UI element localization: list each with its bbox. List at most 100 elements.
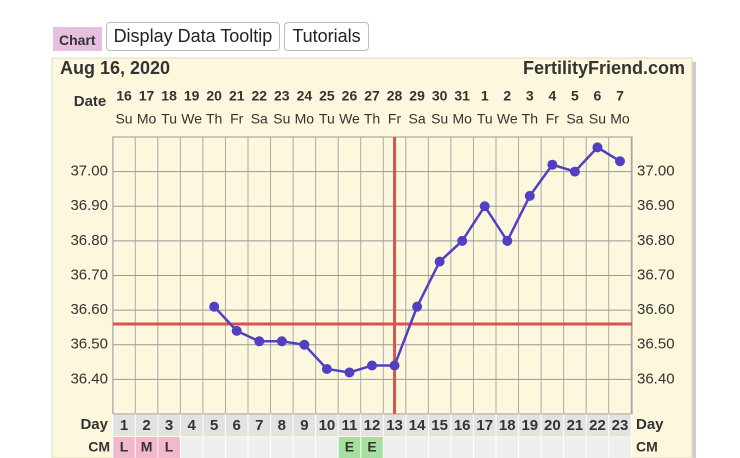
date-label: 31: [454, 88, 470, 104]
chart-badge: Chart: [53, 27, 102, 51]
weekday-label: Th: [364, 111, 380, 127]
day-cell: [316, 415, 338, 436]
date-label: 2: [503, 88, 511, 104]
weekday-label: Fr: [546, 111, 560, 127]
day-cell: [158, 415, 180, 436]
temperature-point: [389, 360, 400, 371]
cm-cell: [586, 437, 609, 458]
day-cell: [383, 415, 406, 436]
date-label: 17: [139, 88, 155, 104]
date-label: 25: [319, 88, 335, 104]
day-cell: [586, 415, 609, 436]
day-number: 1: [120, 417, 128, 434]
day-label: Day: [80, 416, 108, 433]
date-label: Date: [74, 93, 107, 110]
day-cell: [180, 415, 203, 436]
date-label: 4: [548, 88, 556, 104]
cm-cell: [451, 437, 473, 458]
date-label: 1: [481, 88, 489, 104]
temperature-point: [344, 367, 355, 378]
cm-cell: [406, 437, 428, 458]
day-number: 11: [342, 417, 358, 434]
day-number: 13: [386, 417, 403, 434]
temperature-point: [254, 336, 265, 347]
weekday-label: Mo: [295, 111, 315, 127]
day-cell: [519, 415, 541, 436]
cm-cell: [293, 437, 316, 458]
date-label: 23: [274, 88, 290, 104]
date-label: 29: [409, 88, 425, 104]
date-label: 7: [616, 88, 624, 104]
date-label: 6: [594, 88, 602, 104]
day-cell: [406, 415, 428, 436]
temperature-point: [367, 360, 377, 371]
temperature-point: [231, 325, 242, 336]
cm-label: CM: [88, 439, 110, 455]
y-tick-label: 36.90: [70, 197, 108, 214]
weekday-label: Tu: [477, 111, 493, 127]
cm-value: L: [165, 439, 174, 455]
day-number: 18: [499, 417, 516, 434]
day-cell: [361, 415, 383, 436]
date-label: 28: [387, 88, 403, 104]
temperature-point: [502, 235, 513, 246]
day-cell: [135, 415, 158, 436]
date-label: 27: [364, 88, 380, 104]
weekday-label: We: [181, 111, 202, 127]
day-cell: [428, 415, 451, 436]
cm-cell: [135, 437, 158, 458]
day-cell: [473, 415, 496, 436]
day-number: 3: [165, 417, 173, 434]
weekday-label: Mo: [452, 111, 472, 127]
tooltip-button[interactable]: Display Data Tooltip: [105, 21, 281, 51]
date-label: 21: [229, 88, 245, 104]
weekday-label: Mo: [137, 111, 157, 127]
day-cell: [609, 415, 631, 436]
day-number: 9: [300, 417, 308, 434]
weekday-label: Th: [206, 111, 222, 127]
weekday-label: Su: [589, 111, 606, 127]
date-label: 18: [161, 88, 177, 104]
temperature-point: [592, 142, 603, 153]
cm-cell: [361, 437, 383, 458]
y-tick-label-right: 36.50: [637, 336, 675, 353]
day-label-right: Day: [636, 416, 664, 433]
cm-cell: [428, 437, 451, 458]
temperature-point: [569, 166, 580, 177]
temperature-point: [434, 256, 445, 267]
chart-title: Aug 16, 2020: [60, 58, 170, 78]
weekday-label: Tu: [161, 111, 177, 127]
day-number: 16: [454, 417, 471, 434]
weekday-label: Tu: [319, 111, 335, 127]
day-number: 22: [589, 417, 606, 434]
day-number: 23: [612, 417, 629, 434]
cm-cell: [225, 437, 248, 458]
cm-cell: [180, 437, 203, 458]
y-tick-label: 36.40: [70, 370, 108, 387]
cm-value: E: [345, 439, 354, 455]
date-label: 3: [526, 88, 534, 104]
y-tick-label-right: 36.70: [637, 266, 675, 283]
cm-cell: [473, 437, 496, 458]
y-tick-label: 36.50: [70, 336, 108, 353]
cm-cell: [541, 437, 564, 458]
cm-cell: [203, 437, 225, 458]
cm-cell: [316, 437, 338, 458]
day-number: 10: [319, 417, 336, 434]
y-tick-label-right: 36.90: [637, 197, 675, 214]
day-number: 17: [476, 417, 493, 434]
day-number: 6: [233, 417, 241, 434]
y-tick-label-right: 36.60: [637, 301, 675, 318]
day-cell: [496, 415, 519, 436]
day-cell: [203, 415, 225, 436]
y-tick-label-right: 36.40: [637, 370, 675, 387]
tutorials-button[interactable]: Tutorials: [284, 21, 369, 51]
day-number: 15: [431, 417, 448, 434]
temperature-point: [547, 159, 558, 170]
temperature-point: [412, 301, 423, 312]
date-label: 16: [116, 88, 132, 104]
date-label: 30: [432, 88, 448, 104]
source: FertilityFriend.com: [523, 58, 685, 78]
date-label: 19: [184, 88, 200, 104]
cm-cell: [158, 437, 180, 458]
